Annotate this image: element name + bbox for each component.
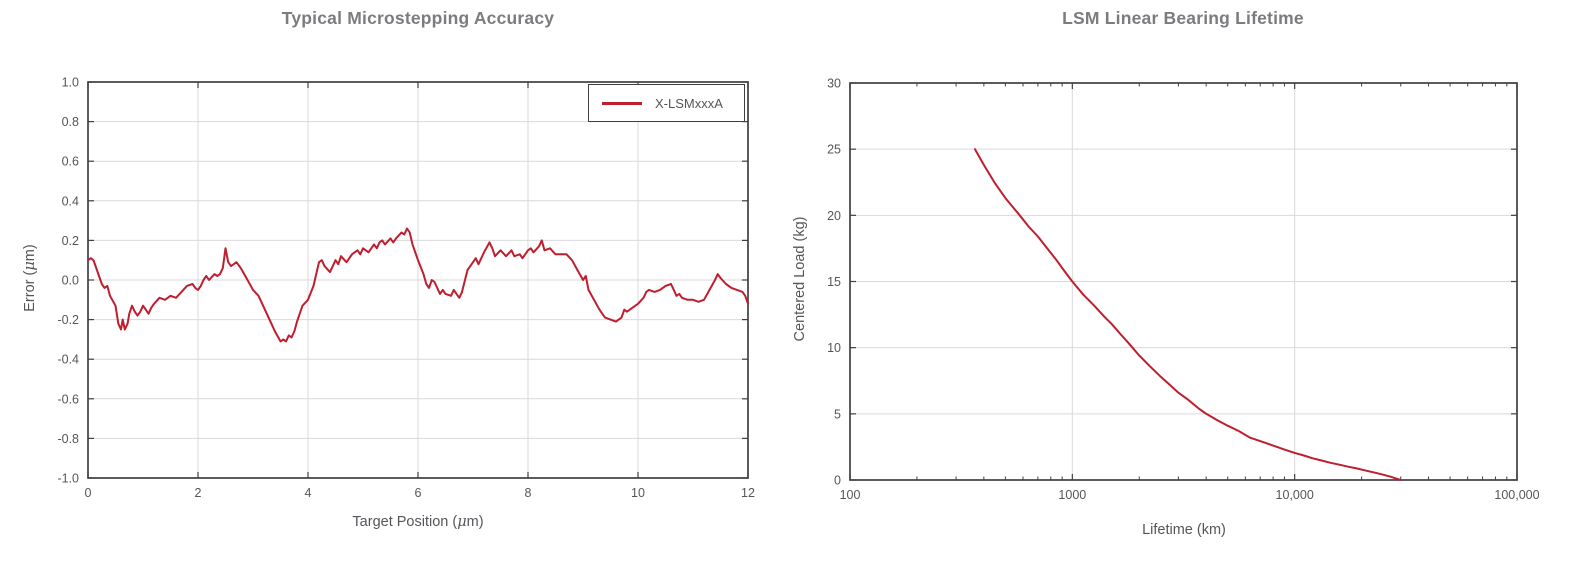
x-axis-label: Target Position (μm) [352,514,484,530]
svg-text:-0.6: -0.6 [57,392,79,406]
svg-text:0.4: 0.4 [62,194,79,208]
svg-text:0.2: 0.2 [62,234,79,248]
svg-text:1000: 1000 [1058,488,1086,502]
svg-text:0.6: 0.6 [62,155,79,169]
svg-text:4: 4 [305,486,312,500]
svg-text:25: 25 [827,143,841,157]
svg-text:8: 8 [525,486,532,500]
svg-text:100,000: 100,000 [1494,488,1539,502]
svg-text:10: 10 [827,341,841,355]
svg-text:0: 0 [85,486,92,500]
svg-text:1.0: 1.0 [62,76,79,90]
chart-title: LSM Linear Bearing Lifetime [1062,8,1304,28]
svg-text:0: 0 [834,474,841,488]
mu-glyph: μ [457,514,467,530]
bearing-lifetime-chart: LSM Linear Bearing Lifetime Centered Loa… [785,0,1570,562]
svg-text:5: 5 [834,407,841,421]
svg-text:0.8: 0.8 [62,115,79,129]
svg-text:10,000: 10,000 [1276,488,1314,502]
svg-text:15: 15 [827,275,841,289]
svg-text:2: 2 [195,486,202,500]
lifetime-plot-area: 100 1000 10,000 100,000 0 5 10 15 20 25 30 [827,77,1540,503]
legend-label: X-LSMxxxA [655,95,723,111]
svg-text:-0.8: -0.8 [57,432,79,446]
legend-line-swatch [602,101,642,105]
svg-text:0.0: 0.0 [62,274,79,288]
svg-text:-1.0: -1.0 [57,472,79,486]
microstepping-accuracy-chart: Typical Microstepping Accuracy Error (μm… [22,8,755,530]
svg-text:-0.2: -0.2 [57,313,79,327]
svg-text:10: 10 [631,486,645,500]
svg-text:30: 30 [827,77,841,91]
svg-text:12: 12 [741,486,755,500]
legend: X-LSMxxxA [588,84,745,122]
svg-text:-0.4: -0.4 [57,353,79,367]
svg-text:20: 20 [827,209,841,223]
x-axis-label: Lifetime (km) [1142,522,1226,538]
chart-title: Typical Microstepping Accuracy [281,8,555,28]
svg-text:6: 6 [415,486,422,500]
svg-text:100: 100 [840,488,861,502]
